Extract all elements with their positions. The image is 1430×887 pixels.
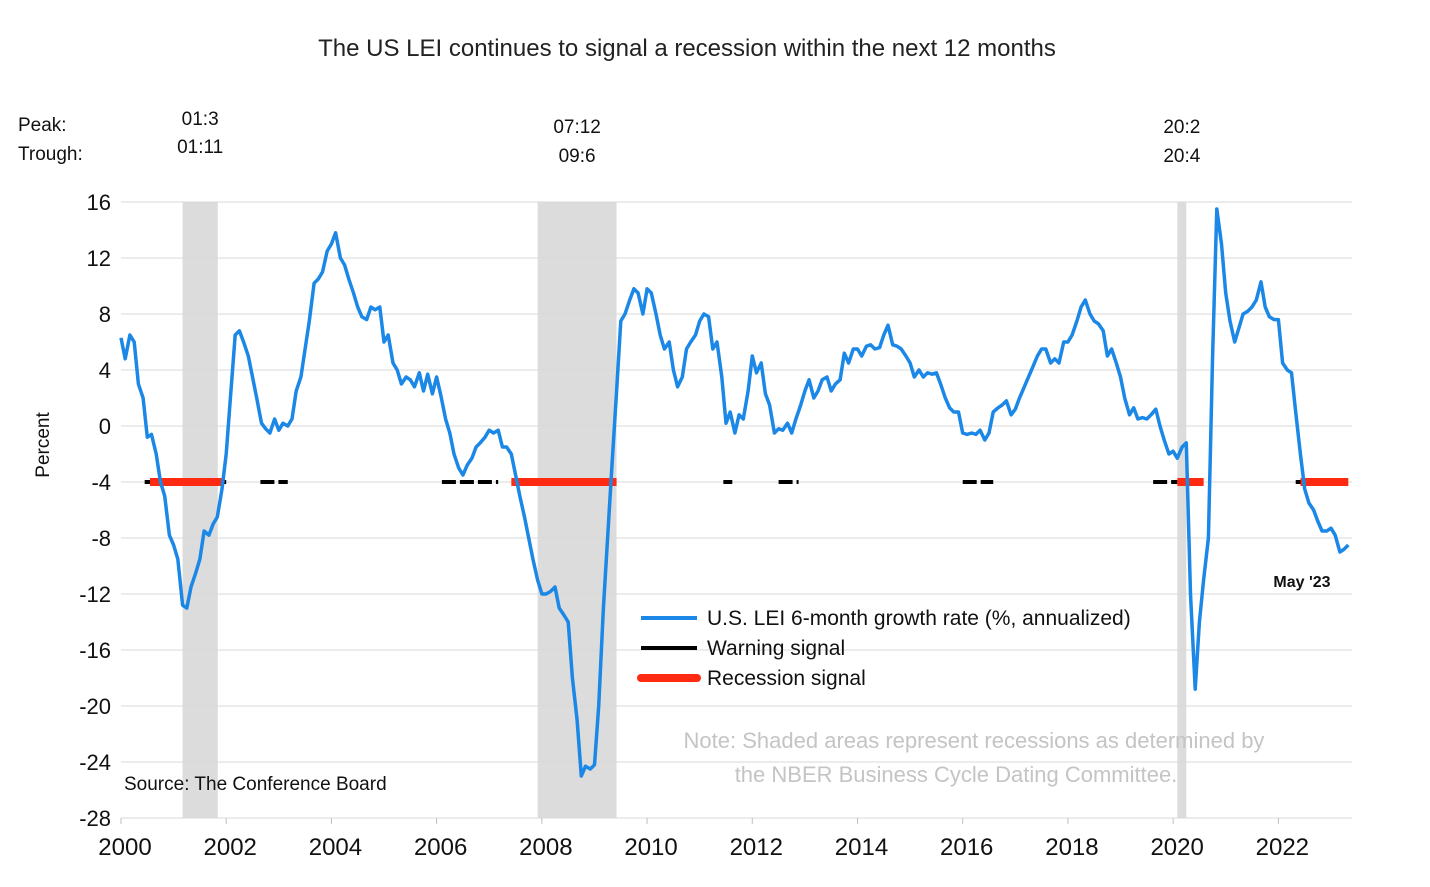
recession-trough-label: 09:6	[559, 146, 596, 167]
x-tick-label: 2018	[1045, 834, 1098, 861]
end-label: May '23	[1273, 574, 1330, 591]
y-tick-label: -4	[91, 470, 111, 495]
y-tick-label: -28	[79, 806, 111, 831]
x-tick-label: 2006	[414, 834, 467, 861]
y-tick-label: 12	[87, 246, 111, 271]
gridlines	[121, 201, 1352, 819]
y-axis-ticks: 16 12 8 4 0 -4 -8 -12 -16 -20 -24 -28	[79, 190, 111, 831]
y-tick-label: 0	[99, 414, 111, 439]
recession-peak-label: 07:12	[553, 117, 601, 138]
legend-label: Warning signal	[707, 637, 845, 660]
x-tick-label: 2002	[204, 834, 257, 861]
legend-label: U.S. LEI 6-month growth rate (%, annuali…	[707, 607, 1131, 630]
x-tick-label: 2016	[940, 834, 993, 861]
recession-band	[1177, 202, 1187, 818]
x-axis-ticks: 2000 2002 2004 2006 2008 2010 2012 2014 2016 2018…	[98, 818, 1309, 861]
peak-label: Peak:	[18, 115, 67, 136]
x-tick-label: 2008	[519, 834, 572, 861]
trough-label: Trough:	[18, 144, 83, 165]
x-tick-label: 2012	[730, 834, 783, 861]
note-line-1: Note: Shaded areas represent recessions …	[684, 728, 1265, 753]
recession-trough-label: 01:11	[177, 137, 223, 158]
x-tick-label: 2014	[835, 834, 888, 861]
x-tick-label: 2010	[624, 834, 677, 861]
recession-date-labels: 01:3 01:11 07:12 09:6 20:2 20:4	[177, 109, 1201, 167]
recession-trough-label: 20:4	[1163, 146, 1200, 167]
x-tick-label: 2000	[98, 834, 151, 861]
legend-label: Recession signal	[707, 667, 866, 690]
series-lines	[119, 207, 1350, 778]
y-tick-label: -20	[79, 694, 111, 719]
recession-band	[182, 202, 218, 818]
legend: U.S. LEI 6-month growth rate (%, annuali…	[637, 607, 1131, 690]
recession-peak-label: 01:3	[182, 109, 219, 130]
y-tick-label: -16	[79, 638, 111, 663]
recession-peak-label: 20:2	[1163, 117, 1200, 138]
source-text: Source: The Conference Board	[124, 774, 387, 795]
y-tick-label: 8	[99, 302, 111, 327]
y-axis-label: Percent	[33, 412, 54, 478]
y-tick-label: -8	[91, 526, 111, 551]
y-tick-label: 4	[99, 358, 111, 383]
lei-growth-line	[119, 207, 1350, 778]
recession-shading	[182, 202, 1187, 818]
x-tick-label: 2004	[309, 834, 362, 861]
note-line-2: the NBER Business Cycle Dating Committee…	[735, 762, 1178, 787]
y-tick-label: -12	[79, 582, 111, 607]
y-tick-label: -24	[79, 750, 111, 775]
chart-title: The US LEI continues to signal a recessi…	[318, 35, 1056, 62]
y-tick-label: 16	[87, 190, 111, 215]
x-tick-label: 2022	[1256, 834, 1309, 861]
x-tick-label: 2020	[1150, 834, 1203, 861]
